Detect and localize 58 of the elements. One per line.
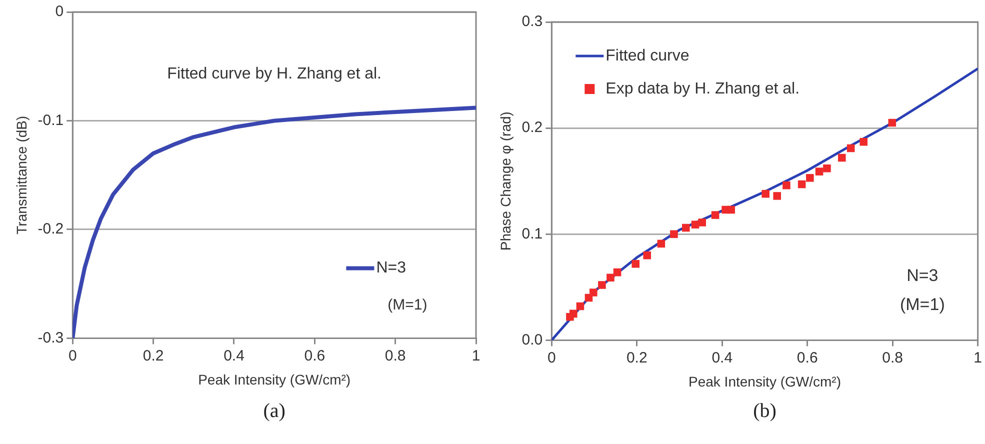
y-tick-label: -0.2 [38,220,64,238]
point [643,251,652,260]
point [632,260,640,268]
point [815,168,824,176]
x-tick-label: 0.8 [882,349,904,366]
y-tick-label: 0.3 [522,13,543,30]
point [860,138,868,146]
point [762,190,770,198]
point [698,218,706,226]
point [590,288,598,296]
x-tick-label: 0 [547,349,556,366]
point [670,230,678,238]
annotation: N=3 [906,266,938,286]
point [570,310,578,318]
annotation: Fitted curve by H. Zhang et al. [167,65,382,82]
x-tick-label: 0.4 [224,347,244,364]
y-tick-label: 0.0 [522,331,543,348]
point [657,240,666,248]
point [838,154,846,162]
annotation: (M=1) [900,294,945,314]
x-tick-label: 0.6 [796,349,818,366]
point [711,211,720,219]
y-tick-label: 0 [55,3,64,20]
point [798,180,806,188]
legend-label: N=3 [376,260,406,277]
point [806,174,814,182]
y-tick-label: -0.3 [38,329,64,346]
y-tick-label: 0.2 [522,119,543,136]
x-tick-label: 0.6 [304,347,326,364]
point [682,224,690,232]
x-tick-label: 0 [68,347,77,364]
x-axis-title: Peak Intensity (GW/cm²) [688,373,841,390]
point [823,164,831,172]
text: (b) [752,400,778,423]
point [727,206,735,214]
x-tick-label: 0.2 [626,349,648,366]
legend-label: Fitted curve [606,47,690,64]
x-axis-title: Peak Intensity (GW/cm²) [198,371,351,388]
point [598,281,606,289]
point [773,192,781,200]
point [888,118,896,127]
x-tick-label: 0.2 [142,347,164,364]
point [613,268,622,276]
y-axis-title: Transmittance (dB) [13,116,30,234]
y-axis-title: Phase Change φ (rad) [497,112,514,251]
y-tick-label: -0.1 [38,112,64,129]
point [576,302,584,310]
point [606,274,614,282]
x-tick-label: 0.8 [384,347,406,364]
x-tick-label: 0.4 [712,349,733,366]
y-tick-label: 0.1 [522,225,543,242]
point [782,181,790,190]
x-tick-label: 1 [974,349,982,366]
point [846,144,855,152]
x-tick-label: 1 [472,347,480,364]
text: (a) [262,400,286,423]
legend-label: Exp data by H. Zhang et al. [606,80,800,98]
annotation: (M=1) [388,296,428,314]
